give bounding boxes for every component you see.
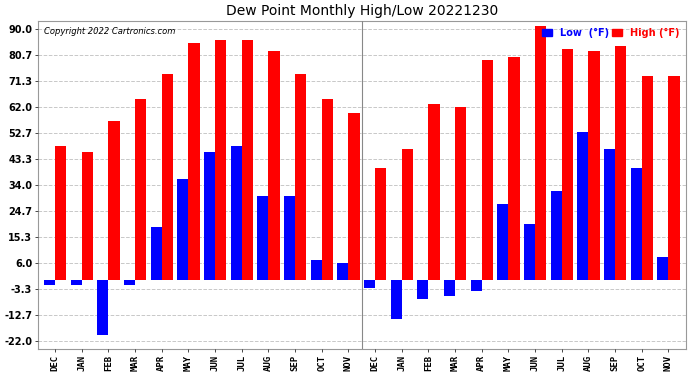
Text: Copyright 2022 Cartronics.com: Copyright 2022 Cartronics.com bbox=[44, 27, 175, 36]
Bar bbox=[204, 152, 215, 280]
Bar bbox=[402, 149, 413, 280]
Bar bbox=[524, 224, 535, 280]
Bar bbox=[615, 46, 627, 280]
Bar bbox=[417, 280, 428, 299]
Bar bbox=[284, 196, 295, 280]
Bar bbox=[428, 104, 440, 280]
Bar bbox=[444, 280, 455, 296]
Bar bbox=[642, 76, 653, 280]
Bar bbox=[55, 146, 66, 280]
Bar bbox=[150, 226, 161, 280]
Bar bbox=[70, 280, 81, 285]
Bar bbox=[482, 60, 493, 280]
Bar bbox=[337, 263, 348, 280]
Bar bbox=[348, 112, 359, 280]
Bar bbox=[241, 40, 253, 280]
Bar bbox=[322, 99, 333, 280]
Bar bbox=[658, 257, 669, 280]
Bar bbox=[188, 43, 199, 280]
Bar bbox=[364, 280, 375, 288]
Bar bbox=[161, 74, 173, 280]
Legend: Low  (°F), High (°F): Low (°F), High (°F) bbox=[540, 26, 681, 39]
Bar bbox=[135, 99, 146, 280]
Bar bbox=[578, 132, 589, 280]
Bar bbox=[535, 26, 546, 280]
Bar bbox=[257, 196, 268, 280]
Bar bbox=[631, 168, 642, 280]
Bar bbox=[669, 76, 680, 280]
Bar bbox=[509, 57, 520, 280]
Bar bbox=[471, 280, 482, 291]
Bar bbox=[215, 40, 226, 280]
Bar bbox=[124, 280, 135, 285]
Bar bbox=[455, 107, 466, 280]
Bar bbox=[551, 190, 562, 280]
Bar bbox=[108, 121, 119, 280]
Bar bbox=[391, 280, 402, 318]
Bar bbox=[562, 48, 573, 280]
Bar bbox=[497, 204, 509, 280]
Bar bbox=[230, 146, 241, 280]
Title: Dew Point Monthly High/Low 20221230: Dew Point Monthly High/Low 20221230 bbox=[226, 4, 498, 18]
Bar bbox=[81, 152, 93, 280]
Bar bbox=[44, 280, 55, 285]
Bar bbox=[604, 149, 615, 280]
Bar bbox=[268, 51, 279, 280]
Bar bbox=[310, 260, 322, 280]
Bar bbox=[375, 168, 386, 280]
Bar bbox=[295, 74, 306, 280]
Bar bbox=[97, 280, 108, 335]
Bar bbox=[589, 51, 600, 280]
Bar bbox=[177, 179, 188, 280]
